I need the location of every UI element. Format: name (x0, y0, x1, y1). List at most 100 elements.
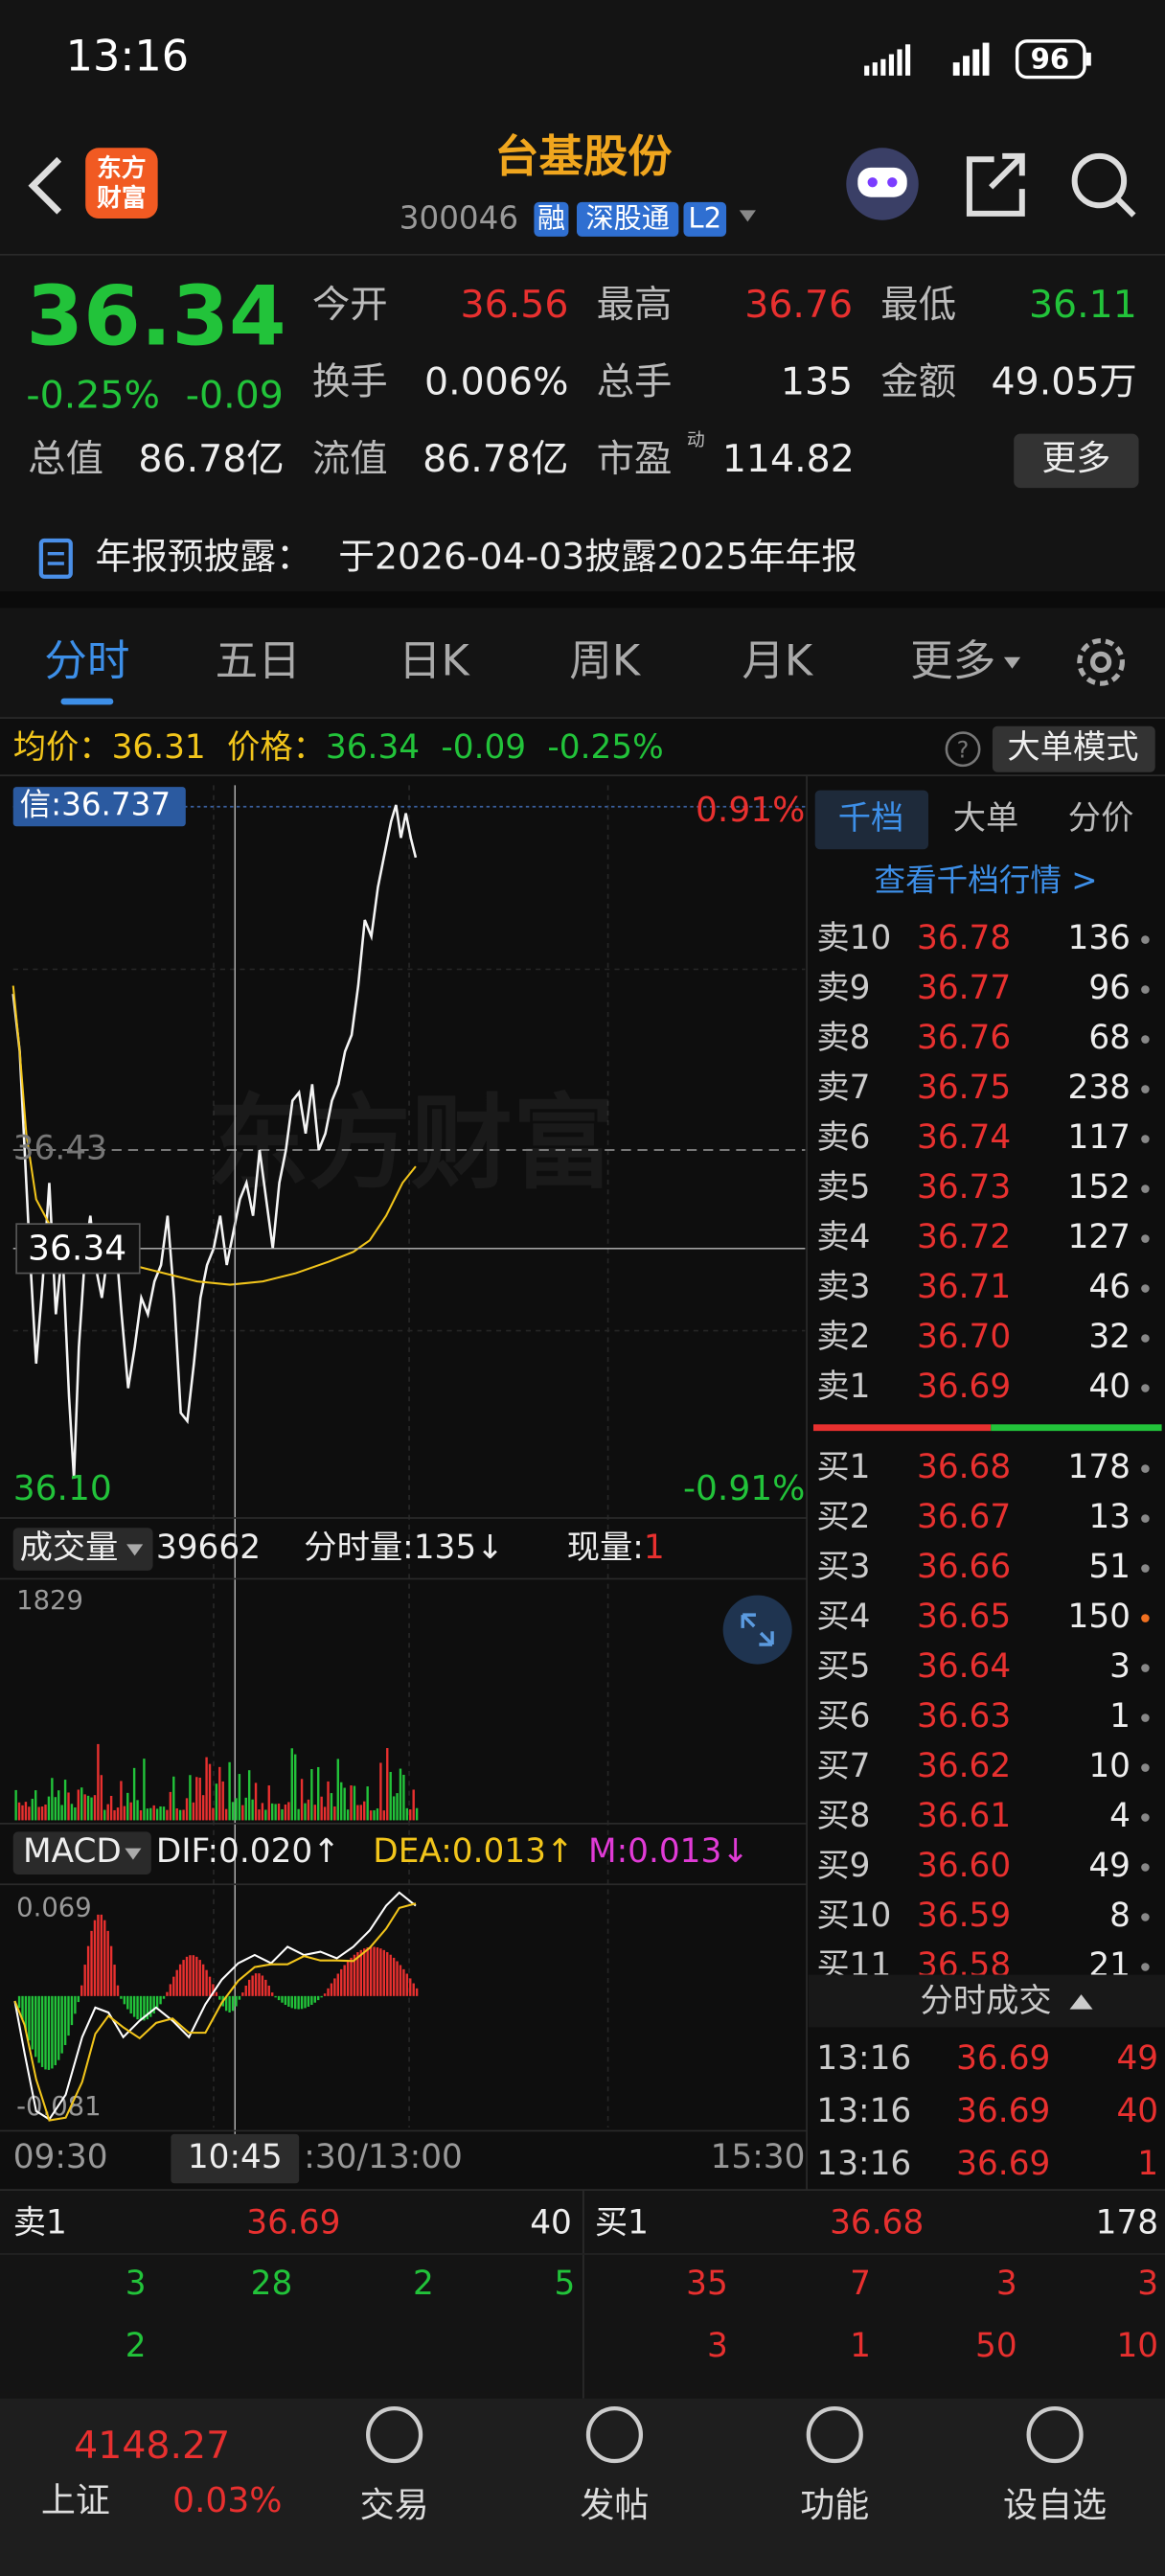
macd-bar (415, 1988, 419, 1996)
stat-label: 流值 (312, 437, 388, 481)
book-volume: 117 (1068, 1118, 1131, 1157)
nav-icon[interactable] (806, 2406, 863, 2464)
volume-label[interactable]: 成交量 (20, 1529, 119, 1567)
stat-value: 135 (781, 360, 853, 404)
tab[interactable]: 分时 (44, 636, 129, 686)
assistant-avatar[interactable] (846, 148, 919, 220)
help-icon[interactable] (945, 731, 981, 768)
help-text[interactable]: ? (957, 736, 970, 763)
nav-item[interactable]: 设自选 (1003, 2486, 1107, 2525)
tab-active-bg[interactable] (814, 790, 929, 850)
volume-bar (159, 1806, 162, 1821)
info-price: 36.34 (326, 728, 420, 767)
macd-bar (215, 1991, 218, 1996)
volume-bar (320, 1796, 323, 1821)
book-tab[interactable]: 分价 (1068, 799, 1134, 838)
macd-bar (353, 1954, 356, 1996)
book-price: 36.62 (917, 1747, 1011, 1785)
volume-bar (244, 1797, 247, 1821)
stat-value: 0.006% (424, 360, 568, 404)
top-pct: 0.91% (696, 791, 805, 830)
nav-item[interactable]: 发帖 (580, 2486, 649, 2525)
volume-bar (251, 1799, 254, 1821)
macd-bar (274, 1995, 277, 1998)
volume-selector[interactable] (12, 1528, 153, 1571)
tab[interactable]: 周K (569, 636, 642, 686)
stat-label: 总值 (28, 437, 103, 481)
volume-bar (350, 1784, 353, 1821)
volume-bar (241, 1805, 244, 1821)
badge-text: 深股通 (585, 202, 669, 235)
app-logo[interactable] (85, 148, 158, 218)
book-label: 卖8 (816, 1019, 870, 1057)
more-button[interactable] (1014, 433, 1139, 489)
volume-bar (274, 1804, 277, 1821)
book-label: 卖2 (816, 1318, 870, 1356)
book-dot (1141, 1913, 1150, 1921)
macd-bar (235, 1995, 238, 2007)
macd-bar (123, 1995, 126, 2005)
trades-title[interactable]: 分时成交 (920, 1982, 1051, 2020)
volume-bar (310, 1768, 313, 1821)
tab[interactable]: 月K (742, 636, 814, 686)
volume-bar (399, 1768, 402, 1821)
volume-bar (189, 1775, 192, 1821)
macd-label[interactable]: MACD (23, 1832, 122, 1871)
tab[interactable]: 五日 (216, 636, 301, 686)
nav-item[interactable]: 交易 (360, 2486, 429, 2525)
share-button[interactable] (966, 152, 1025, 217)
book-label: 卖7 (816, 1069, 870, 1107)
volume-bar (201, 1795, 205, 1821)
macd-bar (90, 1930, 93, 1996)
volume-bar (195, 1777, 198, 1821)
bottom-label: 卖1 (13, 2204, 67, 2242)
notice-label[interactable]: 年报预披露： (95, 535, 311, 577)
back-button[interactable] (28, 156, 62, 215)
book-price: 36.74 (917, 1118, 1011, 1157)
volume-bar (175, 1808, 178, 1821)
macd-bar (346, 1961, 350, 1996)
macd-min: -0.081 (16, 2092, 101, 2122)
index-value[interactable]: 4148.27 (74, 2424, 230, 2468)
macd-bar (323, 1993, 327, 1996)
mode-button[interactable] (992, 725, 1155, 772)
tab[interactable]: 日K (399, 636, 471, 686)
volume-bar (323, 1806, 327, 1821)
info-avg-label: 均价： (13, 728, 112, 767)
book-tab[interactable]: 千档 (838, 799, 904, 838)
book-dot (1141, 1035, 1150, 1044)
nav-icon[interactable] (1026, 2406, 1084, 2464)
book-label: 卖1 (816, 1368, 870, 1406)
macd-bar (405, 1973, 409, 1996)
tab[interactable]: 更多 (910, 636, 995, 686)
notice-text[interactable]: 于2026-04-03披露2025年年报 (338, 535, 857, 577)
nav-icon[interactable] (585, 2406, 644, 2464)
macd-bar (340, 1968, 343, 1996)
mode-button-text[interactable]: 大单模式 (1007, 728, 1138, 767)
macd-bar (139, 1995, 143, 2021)
book-volume: 68 (1088, 1019, 1131, 1057)
volume-bar (281, 1808, 284, 1821)
macd-selector[interactable] (12, 1831, 151, 1874)
signal-icon (864, 42, 990, 76)
volume-bar (267, 1785, 270, 1821)
bottom-price: 36.69 (246, 2204, 340, 2242)
index-name[interactable]: 上证 (41, 2481, 110, 2520)
expand-icon (741, 1613, 774, 1646)
trade-volume: 49 (1117, 2039, 1159, 2078)
volume-bar (343, 1787, 346, 1821)
book-link[interactable]: 查看千档行情 > (875, 862, 1098, 899)
search-button[interactable] (1071, 152, 1136, 218)
index-pct[interactable]: 0.03% (172, 2481, 282, 2520)
book-tab[interactable]: 大单 (953, 799, 1019, 838)
volume-bar (235, 1798, 238, 1821)
settings-button[interactable] (1077, 637, 1125, 686)
volume-bar (152, 1805, 155, 1821)
volume-bar (34, 1790, 37, 1821)
expand-button[interactable] (722, 1595, 792, 1665)
nav-icon[interactable] (366, 2406, 423, 2464)
more-button-text[interactable]: 更多 (1041, 439, 1110, 478)
stat-value: 36.56 (461, 283, 569, 327)
book-volume: 3 (1109, 1647, 1131, 1686)
nav-item[interactable]: 功能 (800, 2486, 869, 2525)
